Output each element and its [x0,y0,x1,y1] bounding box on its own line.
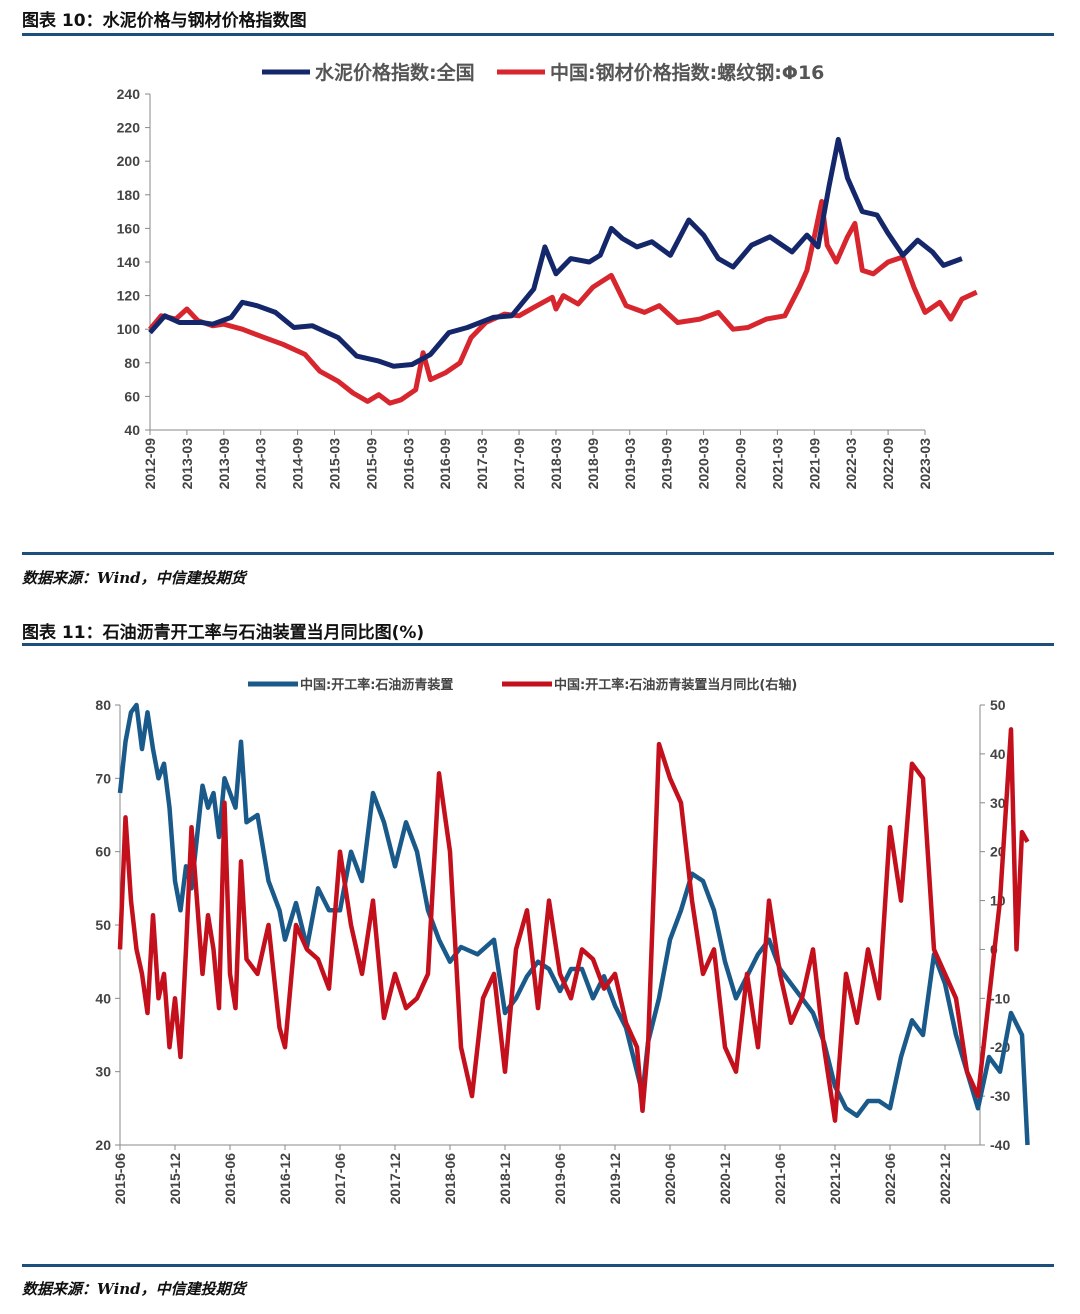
x-tick-label: 2015-06 [112,1153,128,1205]
figure1-top-rule [22,33,1054,36]
x-tick-label: 2018-09 [585,438,601,490]
x-tick-label: 2021-03 [769,438,785,490]
x-tick-label: 2013-09 [216,438,232,490]
x-tick-label: 2016-03 [400,438,416,490]
chart1: 40 60 80 100 120 140 160 180 200 220 240 2012-09 201… [117,61,978,490]
x-tick-label: 2017-06 [332,1153,348,1205]
y2-tick-label: 50 [990,697,1006,713]
y2-tick-label: -10 [990,990,1010,1006]
x-tick-label: 2014-03 [253,438,269,490]
x-tick-label: 2017-12 [387,1153,403,1205]
x-tick-label: 2022-09 [880,438,896,490]
x-tick-label: 2018-06 [442,1153,458,1205]
x-tick-label: 2015-03 [327,438,343,490]
x-tick-label: 2013-03 [179,438,195,490]
y-tick-label: 180 [117,187,141,203]
x-tick-label: 2016-09 [437,438,453,490]
y-tick-label: 220 [117,120,141,136]
x-tick-label: 2017-09 [511,438,527,490]
y-tick-label: 60 [124,388,140,404]
series-asphalt-yoy-line [117,727,1030,1123]
x-tick-label: 2022-12 [937,1153,953,1205]
x-tick-label: 2019-12 [607,1153,623,1205]
figure1-title: 图表 10：水泥价格与钢材价格指数图 [22,11,307,31]
x-tick-label: 2018-03 [548,438,564,490]
x-tick-label: 2023-03 [917,438,933,490]
legend-label: 中国:钢材价格指数:螺纹钢:Φ16 [550,61,824,84]
legend-label: 中国:开工率:石油沥青装置 [300,677,453,693]
figure2-bottom-rule [22,1264,1054,1267]
x-tick-label: 2017-03 [474,438,490,490]
x-tick-label: 2020-03 [696,438,712,490]
x-tick-label: 2015-12 [167,1153,183,1205]
figure1-source: 数据来源：Wind，中信建投期货 [22,569,246,587]
x-tick-label: 2021-06 [772,1153,788,1205]
x-tick-label: 2020-09 [732,438,748,490]
figure1-bottom-rule [22,552,1054,555]
y-tick-label: 100 [117,321,141,337]
x-tick-label: 2021-12 [827,1153,843,1205]
figure2-source: 数据来源：Wind，中信建投期货 [22,1280,246,1298]
y-tick-label: 40 [124,422,140,438]
y-tick-label: 40 [95,990,111,1006]
x-tick-label: 2016-12 [277,1153,293,1205]
y-tick-label: 120 [117,288,141,304]
y2-tick-label: 40 [990,746,1006,762]
y-tick-label: 160 [117,220,141,236]
x-tick-label: 2012-09 [142,438,158,490]
y-tick-label: 20 [95,1137,111,1153]
x-tick-label: 2022-06 [882,1153,898,1205]
series-rebar-line [148,199,978,406]
y2-tick-label: -30 [990,1088,1010,1104]
y2-tick-label: 30 [990,795,1006,811]
series-cement-line [148,136,963,369]
x-tick-label: 2020-12 [717,1153,733,1205]
figure2-top-rule [22,643,1054,646]
chart2: 20304050607080-40-30-20-1001020304050201… [95,677,1030,1205]
series-asphalt-rate-line [117,702,1030,1146]
y-tick-label: 80 [124,355,140,371]
x-tick-label: 2020-06 [662,1153,678,1205]
y2-tick-label: -40 [990,1137,1010,1153]
x-tick-label: 2019-03 [622,438,638,490]
y-tick-label: 70 [95,770,111,786]
x-tick-label: 2016-06 [222,1153,238,1205]
y-tick-label: 60 [95,844,111,860]
x-tick-label: 2014-09 [290,438,306,490]
x-tick-label: 2022-03 [843,438,859,490]
legend-label: 水泥价格指数:全国 [315,61,475,84]
figure2-title: 图表 11：石油沥青开工率与石油装置当月同比图(%) [22,623,425,643]
x-tick-label: 2019-06 [552,1153,568,1205]
y-tick-label: 140 [117,254,141,270]
legend-label: 中国:开工率:石油沥青装置当月同比(右轴) [554,677,797,693]
x-tick-label: 2021-09 [806,438,822,490]
y-tick-label: 80 [95,697,111,713]
y-tick-label: 50 [95,917,111,933]
y-tick-label: 200 [117,153,141,169]
x-tick-label: 2015-09 [363,438,379,490]
y-tick-label: 240 [117,86,141,102]
x-tick-label: 2018-12 [497,1153,513,1205]
y-tick-label: 30 [95,1064,111,1080]
x-tick-label: 2019-09 [659,438,675,490]
